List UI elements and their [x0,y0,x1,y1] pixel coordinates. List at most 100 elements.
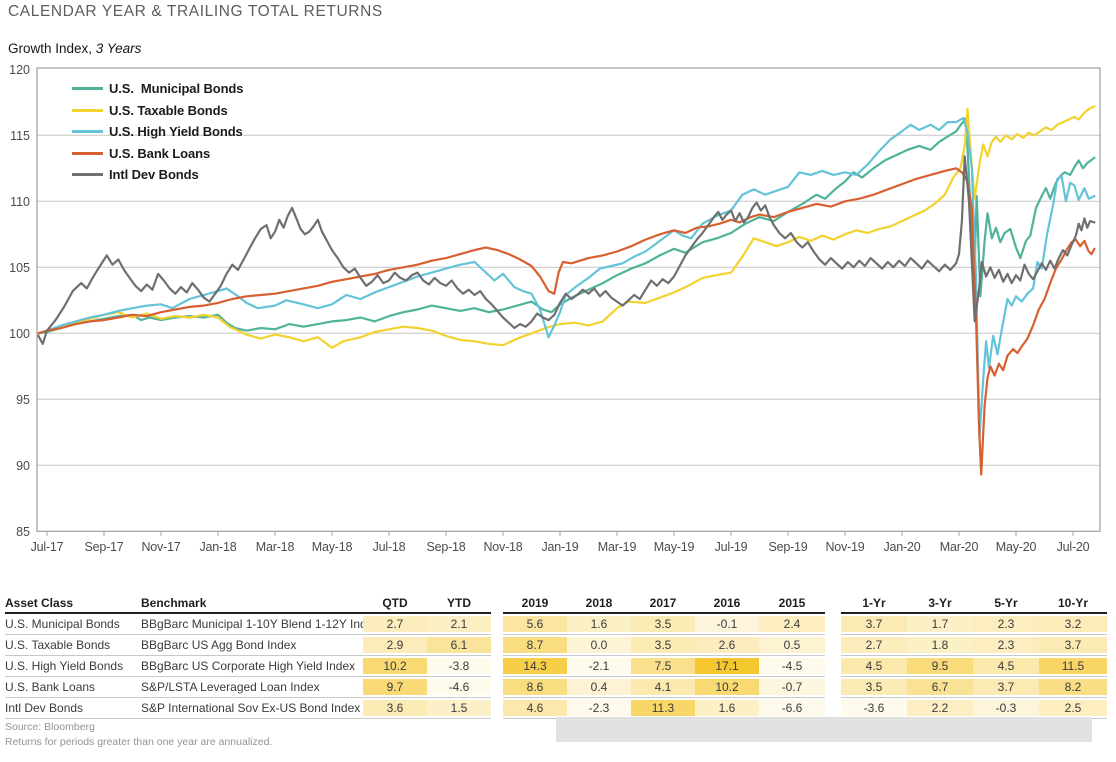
return-value-cell: 2.2 [907,698,973,719]
legend-item: Intl Dev Bonds [72,164,243,186]
column-group-gap [491,656,503,676]
legend-item: U.S. Municipal Bonds [72,78,244,100]
legend-label: U.S. High Yield Bonds [109,124,243,140]
benchmark-cell: S&P/LSTA Leveraged Loan Index [141,677,363,698]
col-header-1-yr: 1-Yr [841,596,907,614]
x-tick-label: Jul-17 [31,540,64,554]
return-heat-band: -4.6 [427,679,491,695]
col-header-2017: 2017 [631,596,695,614]
return-heat-band: 1.7 [907,616,973,632]
x-tick-label: Jan-19 [541,540,578,554]
series-line-intl-dev-bonds [37,155,1096,345]
x-tick-label: Mar-20 [940,540,979,554]
return-value-cell: 8.7 [503,635,567,656]
col-header-2016: 2016 [695,596,759,614]
return-value-cell: 3.7 [841,614,907,635]
legend-label: U.S. Municipal Bonds [109,81,244,97]
x-tick-label: Mar-18 [256,540,295,554]
return-heat-band: 11.5 [1039,658,1107,674]
page-title: CALENDAR YEAR & TRAILING TOTAL RETURNS [8,3,383,20]
series-line-u-s-high-yield-bonds [37,116,1096,439]
return-heat-band: 8.7 [503,637,567,653]
return-value-cell: 0.0 [567,635,631,656]
x-tick-label: Sep-19 [768,540,807,554]
return-heat-band: 2.9 [363,637,427,653]
return-value-cell: 10.2 [695,677,759,698]
return-value-cell: 9.5 [907,656,973,677]
return-value-cell: 3.5 [841,677,907,698]
return-value-cell: -6.6 [759,698,825,719]
benchmark-cell: BBgBarc Municipal 1-10Y Blend 1-12Y Inde… [141,614,363,635]
return-heat-band: 1.5 [427,700,491,716]
series-line-u-s-municipal-bonds [37,116,1096,335]
return-heat-band: -0.1 [695,616,759,632]
return-heat-band: 10.2 [363,658,427,674]
col-header-benchmark: Benchmark [141,596,363,614]
return-value-cell: -3.8 [427,656,491,677]
column-group-gap [491,698,503,718]
benchmark-cell: S&P International Sov Ex-US Bond Index [141,698,363,719]
y-tick-label: 95 [16,393,30,407]
return-heat-band: 3.7 [1039,637,1107,653]
return-value-cell: 5.6 [503,614,567,635]
x-tick-label: Nov-18 [483,540,522,554]
x-tick-label: May-20 [996,540,1037,554]
return-value-cell: 1.6 [695,698,759,719]
growth-chart-svg: 85 90 95 100 105 110 115 120 Jul-17 Sep-17 Nov-17 J… [9,63,1101,554]
benchmark-cell: BBgBarc US Agg Bond Index [141,635,363,656]
return-value-cell: 11.5 [1039,656,1107,677]
plot-border [36,67,1101,532]
return-value-cell: -2.1 [567,656,631,677]
return-heat-band: 0.0 [567,637,631,653]
return-heat-band: 6.7 [907,679,973,695]
return-value-cell: 3.7 [973,677,1039,698]
x-tick-label: Sep-18 [426,540,465,554]
y-tick-label: 90 [16,459,30,473]
return-value-cell: 10.2 [363,656,427,677]
return-heat-band: 2.2 [907,700,973,716]
return-heat-band: 4.6 [503,700,567,716]
return-heat-band: 3.5 [841,679,907,695]
return-value-cell: 1.8 [907,635,973,656]
chart-legend: U.S. Municipal Bonds U.S. Taxable Bonds U.… [72,78,244,186]
chart-subtitle-italic: 3 Years [92,41,142,56]
return-value-cell: 3.7 [1039,635,1107,656]
return-heat-band: -3.8 [427,658,491,674]
x-tick-label: Jan-18 [199,540,236,554]
return-heat-band: 0.5 [759,637,825,653]
source-note: Source: Bloomberg [5,721,95,733]
return-value-cell: 3.6 [363,698,427,719]
legend-label: U.S. Bank Loans [109,145,211,161]
return-value-cell: 0.5 [759,635,825,656]
asset-class-cell: U.S. High Yield Bonds [5,656,141,677]
legend-swatch-icon [72,173,103,177]
return-heat-band: 3.6 [363,700,427,716]
legend-swatch-icon [72,151,103,155]
return-value-cell: 8.2 [1039,677,1107,698]
asset-class-cell: U.S. Municipal Bonds [5,614,141,635]
return-value-cell: -0.1 [695,614,759,635]
growth-index-chart: 85 90 95 100 105 110 115 120 Jul-17 Sep-17 Nov-17 J… [9,63,1101,554]
chart-subtitle-regular: Growth Index, [8,41,93,56]
col-header-5-yr: 5-Yr [973,596,1039,614]
returns-table: Asset Class Benchmark QTD YTD 2019 2018 2017 20… [5,596,1107,719]
return-value-cell: 2.3 [973,635,1039,656]
return-heat-band: 3.7 [973,679,1039,695]
return-value-cell: 2.3 [973,614,1039,635]
column-group-gap [825,677,841,697]
return-value-cell: 14.3 [503,656,567,677]
return-value-cell: 8.6 [503,677,567,698]
column-group-gap [491,635,503,655]
return-value-cell: 11.3 [631,698,695,719]
return-heat-band: -6.6 [759,700,825,716]
x-tick-label: Mar-19 [598,540,637,554]
x-tick-label: Jan-20 [883,540,920,554]
return-heat-band: 4.5 [841,658,907,674]
x-tick-label: Jul-18 [373,540,406,554]
return-value-cell: -4.6 [427,677,491,698]
return-value-cell: 1.6 [567,614,631,635]
col-header-qtd: QTD [363,596,427,614]
return-value-cell: 4.5 [973,656,1039,677]
return-value-cell: -4.5 [759,656,825,677]
column-group-gap [491,614,503,634]
